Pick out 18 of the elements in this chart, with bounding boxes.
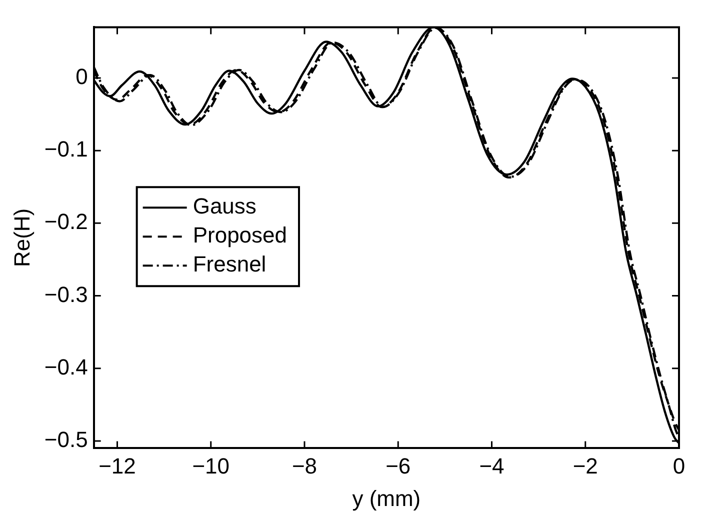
x-tick-label: −4 xyxy=(479,453,504,478)
y-tick-label: −0.3 xyxy=(44,282,88,307)
y-tick-label: −0.2 xyxy=(44,209,88,234)
x-tick-label: −2 xyxy=(572,453,598,478)
x-tick-label: 0 xyxy=(672,453,686,478)
y-tick-label: 0 xyxy=(76,64,88,90)
y-tick-label: −0.5 xyxy=(44,427,88,452)
x-tick-label: −8 xyxy=(292,453,318,478)
legend-label: Proposed xyxy=(192,222,288,248)
x-axis-title: y (mm) xyxy=(352,486,421,511)
legend-label: Gauss xyxy=(192,194,256,219)
x-tick-label: −6 xyxy=(386,453,411,478)
legend-label: Fresnel xyxy=(192,252,266,277)
y-tick-label: −0.1 xyxy=(44,136,88,162)
y-tick-label: −0.4 xyxy=(44,354,88,380)
y-axis-title: Re(H) xyxy=(9,208,34,268)
x-tick-label: −10 xyxy=(192,453,230,478)
x-tick-label: −12 xyxy=(98,453,136,478)
